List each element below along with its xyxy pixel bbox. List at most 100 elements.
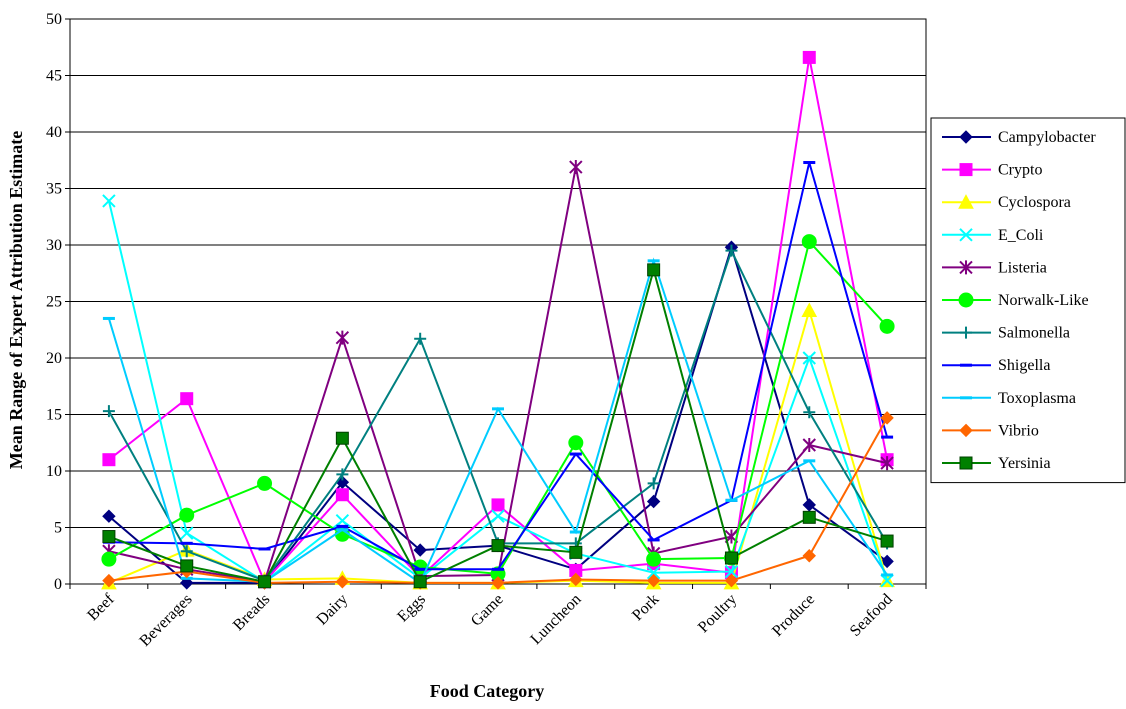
data-point — [646, 565, 661, 580]
data-point — [880, 456, 894, 471]
x-tick-label: Pork — [629, 591, 662, 624]
legend-marker — [960, 326, 972, 339]
legend-marker — [960, 363, 972, 367]
data-point — [335, 575, 350, 589]
y-tick-label: 20 — [46, 350, 62, 367]
legend-marker — [959, 456, 973, 470]
data-point — [802, 549, 816, 563]
legend-label: Crypto — [998, 162, 1042, 179]
legend-marker — [959, 228, 973, 242]
data-point — [180, 541, 193, 545]
legend-marker — [959, 423, 973, 438]
legend-marker — [958, 194, 974, 209]
legend: Campylobacter Crypto Cyclospora E_Coli Liste… — [930, 117, 1126, 484]
data-point — [102, 530, 116, 544]
legend-marker — [959, 260, 973, 275]
data-point — [180, 559, 194, 573]
legend-label: Norwalk-Like — [998, 292, 1089, 309]
legend-marker — [958, 292, 974, 308]
data-point — [101, 551, 117, 567]
data-point — [335, 514, 350, 528]
data-point — [568, 435, 584, 451]
data-point — [646, 551, 662, 567]
data-point — [569, 545, 583, 559]
legend-item: Crypto — [942, 162, 1042, 179]
data-point — [336, 468, 349, 481]
x-tick-label: Dairy — [313, 591, 351, 629]
legend-item: Cyclospora — [942, 194, 1071, 211]
data-point — [569, 452, 582, 456]
data-point — [801, 234, 817, 250]
data-point — [802, 351, 816, 365]
series-line — [108, 247, 888, 582]
data-point — [569, 160, 583, 175]
series-line — [107, 200, 889, 583]
legend-label: Cyclospora — [998, 194, 1071, 211]
data-point — [879, 318, 895, 334]
data-point — [725, 244, 738, 257]
data-point — [179, 507, 195, 523]
data-point — [724, 573, 739, 588]
data-point — [336, 524, 349, 528]
data-point — [569, 572, 583, 587]
data-point — [336, 528, 349, 532]
data-point — [102, 509, 116, 523]
data-point — [180, 392, 194, 406]
data-point — [102, 453, 116, 467]
legend-item: Salmonella — [942, 325, 1070, 342]
x-tick-label: Beef — [84, 590, 118, 624]
data-point — [881, 435, 894, 439]
legend-item: Listeria — [942, 259, 1047, 276]
data-point — [725, 498, 738, 502]
series-line — [108, 243, 888, 584]
x-tick-label: Poultry — [695, 591, 740, 636]
data-point — [724, 551, 738, 565]
x-tick-label: Luncheon — [527, 591, 584, 648]
legend-label: Listeria — [998, 259, 1047, 276]
legend-item: Toxoplasma — [942, 390, 1076, 407]
y-tick-label: 5 — [54, 520, 62, 537]
x-tick-label: Seafood — [847, 591, 896, 640]
legend-item: E_Coli — [942, 227, 1044, 244]
y-tick-label: 40 — [46, 124, 62, 141]
x-axis-title: Food Category — [430, 681, 544, 701]
data-point — [803, 406, 816, 419]
y-tick-label: 25 — [46, 294, 62, 311]
data-point — [335, 431, 349, 445]
data-point — [413, 575, 427, 589]
y-tick-label: 30 — [46, 237, 62, 254]
data-point — [646, 573, 661, 588]
data-point — [491, 539, 505, 553]
data-point — [647, 538, 660, 542]
data-point — [102, 316, 115, 320]
legend-label: Shigella — [998, 357, 1050, 374]
data-point — [180, 526, 194, 540]
data-point — [801, 302, 818, 318]
data-point — [647, 263, 661, 277]
y-tick-label: 0 — [54, 576, 62, 593]
data-point — [569, 530, 582, 534]
x-tick-label: Eggs — [394, 591, 429, 626]
series-yersinia — [102, 263, 894, 589]
x-tick-label: Breads — [230, 591, 273, 634]
data-point — [491, 509, 505, 523]
legend-item: Shigella — [942, 357, 1050, 374]
data-point — [102, 194, 116, 208]
data-point — [335, 330, 350, 345]
data-point — [803, 459, 816, 463]
series-listeria — [102, 160, 894, 589]
data-point — [802, 50, 816, 64]
data-point — [880, 411, 894, 425]
gridlines — [70, 18, 926, 528]
data-point — [646, 494, 661, 509]
data-point — [335, 488, 349, 502]
legend-label: Toxoplasma — [998, 390, 1076, 407]
data-point — [414, 332, 427, 345]
data-point — [880, 534, 894, 548]
y-tick-label: 10 — [46, 463, 62, 480]
legend-item: Campylobacter — [942, 129, 1096, 146]
legend-marker — [959, 130, 973, 144]
data-point — [492, 407, 504, 411]
y-tick-label: 35 — [46, 181, 62, 198]
data-point — [180, 576, 194, 590]
